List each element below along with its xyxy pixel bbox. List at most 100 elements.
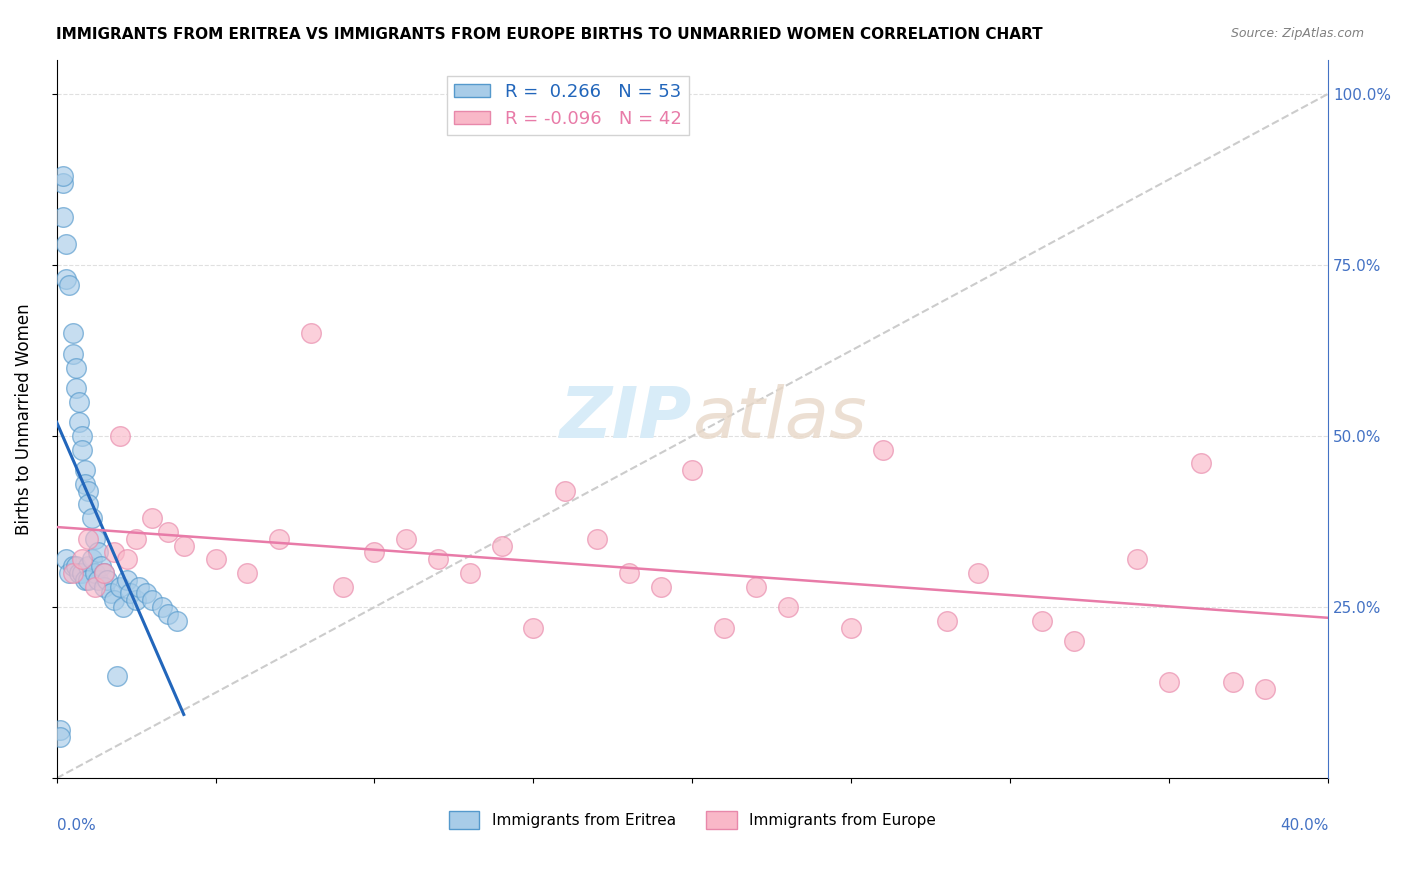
Point <box>967 566 990 580</box>
Point <box>650 580 672 594</box>
Point <box>96 573 118 587</box>
Point <box>108 580 131 594</box>
Point <box>75 463 97 477</box>
Point <box>62 566 84 580</box>
Point <box>87 545 110 559</box>
Point <box>67 566 90 580</box>
Point <box>269 532 291 546</box>
Point <box>100 586 122 600</box>
Point <box>204 552 226 566</box>
Point <box>77 532 100 546</box>
Point <box>52 169 75 183</box>
Point <box>935 614 957 628</box>
Point <box>427 552 450 566</box>
Point <box>83 580 105 594</box>
Point <box>77 573 100 587</box>
Point <box>90 559 112 574</box>
Point <box>65 559 87 574</box>
Point <box>776 600 799 615</box>
Point <box>103 545 125 559</box>
Point <box>173 539 195 553</box>
Point <box>62 326 84 341</box>
Point <box>103 593 125 607</box>
Point <box>105 668 128 682</box>
Point <box>458 566 481 580</box>
Point <box>55 237 77 252</box>
Point <box>77 559 100 574</box>
Point <box>49 723 72 738</box>
Point <box>93 580 115 594</box>
Point <box>1063 634 1085 648</box>
Point <box>70 442 93 457</box>
Point <box>80 511 103 525</box>
Text: Source: ZipAtlas.com: Source: ZipAtlas.com <box>1230 27 1364 40</box>
Point <box>141 511 163 525</box>
Point <box>839 621 862 635</box>
Point <box>75 573 97 587</box>
Point <box>554 483 576 498</box>
Point <box>65 360 87 375</box>
Point <box>166 614 188 628</box>
Point <box>75 477 97 491</box>
Point <box>87 573 110 587</box>
Point <box>236 566 259 580</box>
Point <box>55 271 77 285</box>
Point <box>93 566 115 580</box>
Point <box>156 607 179 621</box>
Point <box>62 347 84 361</box>
Point <box>112 600 135 615</box>
Point <box>93 566 115 580</box>
Point <box>156 524 179 539</box>
Point <box>70 429 93 443</box>
Point <box>1189 457 1212 471</box>
Point <box>118 586 141 600</box>
Point <box>522 621 544 635</box>
Text: 40.0%: 40.0% <box>1279 818 1329 833</box>
Point <box>135 586 157 600</box>
Point <box>586 532 609 546</box>
Point <box>67 394 90 409</box>
Point <box>70 566 93 580</box>
Text: IMMIGRANTS FROM ERITREA VS IMMIGRANTS FROM EUROPE BIRTHS TO UNMARRIED WOMEN CORR: IMMIGRANTS FROM ERITREA VS IMMIGRANTS FR… <box>56 27 1043 42</box>
Point <box>67 415 90 429</box>
Point <box>150 600 173 615</box>
Point <box>62 559 84 574</box>
Point <box>70 552 93 566</box>
Text: ZIP: ZIP <box>560 384 692 453</box>
Point <box>58 278 80 293</box>
Point <box>65 381 87 395</box>
Point <box>681 463 703 477</box>
Point <box>77 483 100 498</box>
Point <box>1031 614 1053 628</box>
Point <box>299 326 322 341</box>
Point <box>115 552 138 566</box>
Point <box>1253 682 1275 697</box>
Point <box>52 210 75 224</box>
Point <box>77 498 100 512</box>
Point <box>108 429 131 443</box>
Point <box>332 580 354 594</box>
Point <box>83 566 105 580</box>
Point <box>872 442 894 457</box>
Point <box>125 532 148 546</box>
Point <box>491 539 513 553</box>
Point <box>128 580 150 594</box>
Point <box>1126 552 1149 566</box>
Text: 0.0%: 0.0% <box>56 818 96 833</box>
Point <box>1222 675 1244 690</box>
Point <box>363 545 385 559</box>
Point <box>141 593 163 607</box>
Legend: Immigrants from Eritrea, Immigrants from Europe: Immigrants from Eritrea, Immigrants from… <box>443 805 942 835</box>
Point <box>80 552 103 566</box>
Point <box>713 621 735 635</box>
Point <box>745 580 768 594</box>
Point <box>83 532 105 546</box>
Point <box>58 566 80 580</box>
Point <box>49 730 72 744</box>
Point <box>52 176 75 190</box>
Point <box>395 532 418 546</box>
Point <box>55 552 77 566</box>
Point <box>115 573 138 587</box>
Point <box>1159 675 1181 690</box>
Text: atlas: atlas <box>692 384 868 453</box>
